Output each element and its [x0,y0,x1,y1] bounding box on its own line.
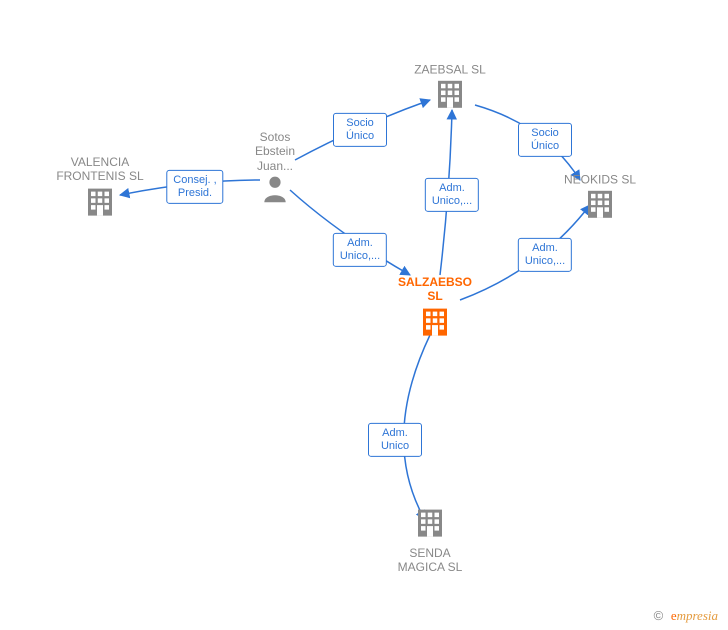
node-neokids[interactable]: NEOKIDS SL [540,172,660,227]
diagram-canvas: VALENCIAFRONTENIS SL SotosEbsteinJuan...… [0,0,728,630]
node-senda[interactable]: SENDAMAGICA SL [370,505,490,575]
edge-label-1[interactable]: SocioÚnico [333,113,387,147]
node-label-valencia: VALENCIAFRONTENIS SL [40,155,160,184]
node-sotos[interactable]: SotosEbsteinJuan... [215,130,335,210]
node-label-salzaebso: SALZAEBSOSL [375,275,495,304]
edge-label-2[interactable]: Adm.Unico,... [333,233,387,267]
building-icon [82,184,118,225]
edge-label-5[interactable]: Adm.Unico,... [518,238,572,272]
building-icon [412,505,448,546]
edge-label-3[interactable]: SocioÚnico [518,123,572,157]
node-label-zaebsal: ZAEBSAL SL [390,62,510,76]
node-salzaebso[interactable]: SALZAEBSOSL [375,275,495,345]
edge-label-0[interactable]: Consej. ,Presid. [166,170,223,204]
edge-label-6[interactable]: Adm.Unico [368,423,422,457]
building-icon [432,77,468,118]
edges-layer [0,0,728,630]
person-icon [259,173,291,210]
edge-label-4[interactable]: Adm.Unico,... [425,178,479,212]
node-label-senda: SENDAMAGICA SL [370,546,490,575]
copyright-symbol: © [654,608,664,623]
brand-label: empresia [671,608,718,623]
node-label-neokids: NEOKIDS SL [540,172,660,186]
copyright-footer: © empresia [654,608,718,624]
node-valencia[interactable]: VALENCIAFRONTENIS SL [40,155,160,225]
node-zaebsal[interactable]: ZAEBSAL SL [390,62,510,117]
building-icon [582,187,618,228]
node-label-sotos: SotosEbsteinJuan... [215,130,335,173]
building-icon [417,304,453,345]
